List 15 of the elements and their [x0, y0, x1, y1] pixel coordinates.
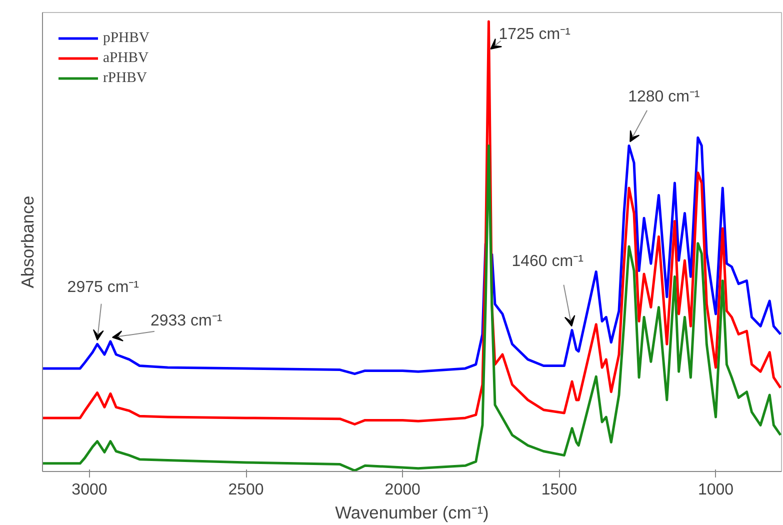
- x-axis-title: Wavenumber (cm⁻¹): [335, 502, 489, 522]
- annotation: 2933 cm⁻¹: [150, 312, 222, 330]
- annotation: 1280 cm⁻¹: [628, 88, 700, 106]
- x-tick-label: 1500: [541, 482, 578, 498]
- x-tick-label: 2500: [228, 482, 264, 498]
- annotation: 1460 cm⁻¹: [512, 253, 584, 270]
- legend-label: pPHBV: [103, 30, 150, 46]
- x-tick-label: 3000: [72, 482, 108, 498]
- legend-label: aPHBV: [103, 50, 149, 66]
- x-tick-label: 1000: [698, 482, 734, 498]
- annotation: 1725 cm⁻¹: [498, 26, 570, 43]
- legend-label: rPHBV: [103, 70, 147, 86]
- y-axis-title: Absorbance: [18, 196, 38, 288]
- x-tick-label: 2000: [384, 482, 421, 498]
- annotation: 2975 cm⁻¹: [67, 279, 139, 296]
